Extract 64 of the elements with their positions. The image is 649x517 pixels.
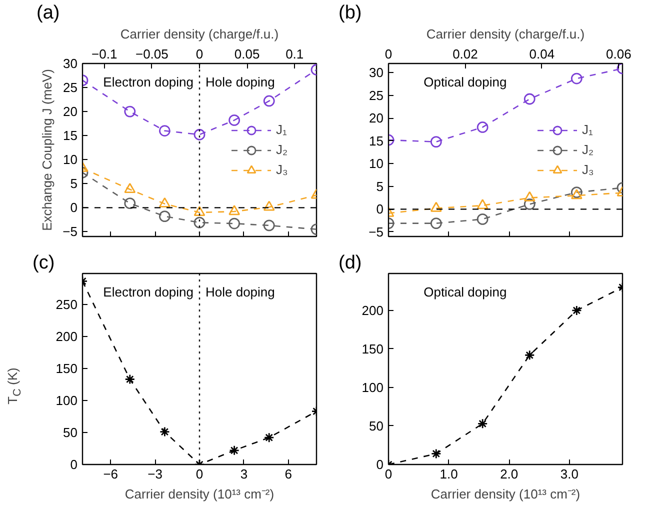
y-tick-label: 150 [362, 341, 384, 356]
y-tick-label: 250 [56, 296, 78, 312]
x2-tick-label: 0.1 [286, 46, 304, 62]
y-tick-label: 100 [56, 392, 78, 408]
x-axis-title: Carrier density (10¹³ cm⁻²) [430, 486, 580, 502]
x2-axis-title: Carrier density (charge/f.u.) [120, 26, 279, 42]
text: (c) [32, 252, 55, 274]
y-tick-label: 15 [63, 128, 78, 144]
x2-axis-title: Carrier density (charge/f.u.) [426, 26, 585, 42]
y-tick-label: 10 [63, 152, 78, 168]
y-tick-label: 0 [376, 202, 384, 217]
x-tick-label: 0 [196, 466, 204, 482]
y-tick-label: 200 [362, 302, 384, 318]
y-tick-label: 15 [369, 133, 384, 148]
x2-tick-label: 0.04 [529, 46, 555, 62]
y-tick-label: 0 [70, 457, 78, 472]
legend-label: J₁ [582, 122, 594, 137]
x-tick-label: −6 [103, 466, 118, 482]
x2-tick-label: 0.02 [452, 46, 478, 62]
y-tick-label: 20 [63, 104, 78, 120]
x-tick-label: 1.0 [440, 466, 458, 482]
x2-tick-label: 0.06 [606, 46, 632, 62]
x-tick-label: 3.0 [560, 466, 578, 482]
annotation: Optical doping [424, 74, 507, 90]
y-tick-label: 30 [63, 56, 78, 71]
y-tick-label: 30 [369, 65, 384, 80]
y-tick-label: 0 [70, 200, 78, 216]
text: (d) [338, 252, 362, 274]
annotation: Hole doping [206, 284, 275, 300]
y-tick-label: 10 [369, 156, 384, 172]
legend-label: J₃ [276, 162, 289, 177]
y-tick-label: 5 [376, 178, 384, 194]
y-tick-label: 5 [70, 176, 78, 192]
x2-tick-label: 0 [196, 46, 204, 62]
legend-label: J₂ [582, 142, 595, 157]
y-tick-label: 200 [56, 328, 78, 344]
y-tick-label: −5 [368, 224, 384, 240]
y-tick-label: 150 [56, 360, 78, 376]
x-tick-label: 6 [284, 466, 292, 482]
y-tick-label: 20 [369, 110, 384, 126]
x2-tick-label: 0.05 [234, 46, 260, 62]
text: (a) [36, 2, 60, 24]
y-tick-label: 50 [63, 424, 78, 440]
y-axis-title: Exchange Coupling J (meV) [40, 69, 55, 231]
text: (b) [338, 2, 362, 24]
annotation: Optical doping [424, 284, 507, 300]
legend-label: J₁ [276, 122, 288, 137]
y-tick-label: 0 [376, 457, 384, 472]
y-tick-label: 25 [63, 80, 78, 96]
x-tick-label: −3 [148, 466, 162, 482]
annotation: Electron doping [103, 284, 194, 300]
y-tick-label: −5 [62, 224, 78, 240]
x-tick-label: 3 [240, 466, 248, 482]
y-tick-label: 100 [362, 380, 384, 395]
x2-tick-label: −0.1 [92, 46, 118, 62]
annotation: Electron doping [103, 74, 194, 90]
y-tick-label: 25 [369, 88, 384, 103]
x-tick-label: 2.0 [500, 466, 518, 482]
legend-label: J₃ [582, 162, 595, 177]
x2-tick-label: −0.05 [135, 46, 168, 62]
legend-label: J₂ [276, 142, 289, 157]
annotation: Hole doping [206, 74, 275, 90]
x-axis-title: Carrier density (10¹³ cm⁻²) [124, 486, 274, 502]
y-tick-label: 50 [369, 418, 384, 434]
